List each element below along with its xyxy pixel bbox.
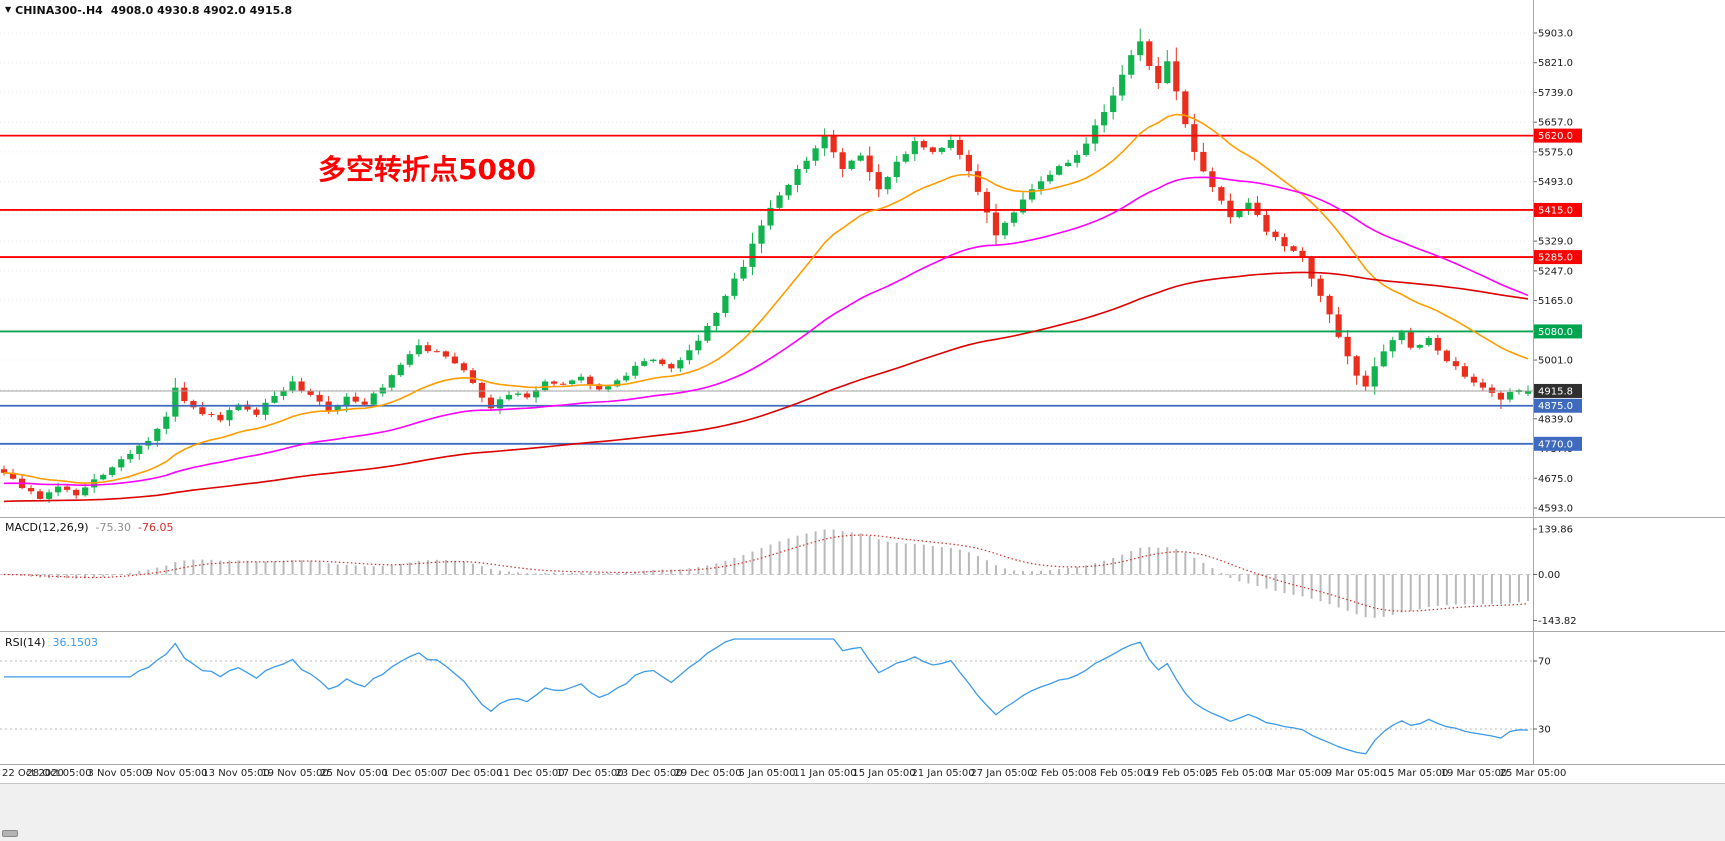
x-axis-label: 27 Jan 05:00 [970, 768, 1034, 779]
svg-text:5620.0: 5620.0 [1538, 131, 1573, 142]
x-axis-label: 8 Feb 05:00 [1090, 768, 1150, 779]
x-axis-label: 25 Feb 05:00 [1205, 768, 1271, 779]
svg-text:4875.0: 4875.0 [1538, 401, 1573, 412]
svg-text:5165.0: 5165.0 [1538, 296, 1573, 307]
x-axis-label: 25 Mar 05:00 [1499, 768, 1567, 779]
macd-value: -75.30 [95, 521, 132, 534]
annotation-text[interactable]: 多空转折点5080 [318, 153, 536, 186]
x-axis-label: 7 Dec 05:00 [441, 768, 503, 779]
ma-line-140 [3, 271, 1529, 503]
svg-text:0.00: 0.00 [1538, 570, 1560, 581]
x-axis-label: 2 Feb 05:00 [1031, 768, 1091, 779]
x-axis-label: 29 Dec 05:00 [674, 768, 742, 779]
candles-group [0, 28, 1532, 504]
x-axis-label: 23 Dec 05:00 [615, 768, 683, 779]
rsi-value: 36.1503 [52, 636, 98, 649]
rsi-indicator-label: RSI(14) 36.1503 [5, 636, 98, 649]
x-axis-label: 9 Mar 05:00 [1325, 768, 1387, 779]
bottom-bar [0, 783, 1725, 841]
svg-text:4675.0: 4675.0 [1538, 474, 1573, 485]
x-axis-label: 3 Nov 05:00 [87, 768, 149, 779]
svg-text:4770.0: 4770.0 [1538, 439, 1573, 450]
macd-indicator-label: MACD(12,26,9) -75.30 -76.05 [5, 521, 173, 534]
ohlc-readout: 4908.0 4930.8 4902.0 4915.8 [110, 4, 293, 17]
scrollbar-thumb[interactable] [2, 830, 18, 837]
x-axis-label: 19 Nov 05:00 [261, 768, 329, 779]
svg-text:4593.0: 4593.0 [1538, 504, 1573, 515]
svg-text:5903.0: 5903.0 [1538, 29, 1573, 40]
dropdown-icon: ▼ [5, 5, 12, 14]
svg-text:30: 30 [1538, 725, 1551, 736]
price-gridlines [0, 32, 1533, 509]
macd-signal-line [3, 534, 1529, 612]
time-axis[interactable]: 22 Oct 2020 28 Oct 05:00 3 Nov 05:00 9 Nov … [0, 766, 1725, 782]
ma-line-55 [3, 176, 1529, 487]
svg-text:5739.0: 5739.0 [1538, 88, 1573, 99]
x-axis-label: 22 Oct 2020 [2, 768, 64, 779]
svg-text:5415.0: 5415.0 [1538, 205, 1573, 216]
svg-text:5821.0: 5821.0 [1538, 58, 1573, 69]
x-axis-label: 25 Nov 05:00 [320, 768, 388, 779]
svg-text:5001.0: 5001.0 [1538, 356, 1573, 367]
svg-text:-143.82: -143.82 [1538, 616, 1577, 627]
x-axis-label: 3 Mar 05:00 [1266, 768, 1328, 779]
macd-signal-value: -76.05 [138, 521, 174, 534]
rsi-name: RSI(14) [5, 636, 46, 649]
svg-text:5657.0: 5657.0 [1538, 118, 1573, 129]
x-axis-label: 11 Dec 05:00 [497, 768, 565, 779]
x-axis-label: 5 Jan 05:00 [738, 768, 796, 779]
price-level-badges: 5620.0 5415.0 5285.0 5080.0 4875.0 4770.0 4915… [1534, 128, 1582, 451]
x-axis-label: 1 Dec 05:00 [382, 768, 444, 779]
svg-text:4839.0: 4839.0 [1538, 414, 1573, 425]
svg-text:5080.0: 5080.0 [1538, 327, 1573, 338]
chart-canvas[interactable]: 5903.05821.05739.05657.05575.05493.05411… [0, 0, 1725, 765]
x-axis-label: 21 Jan 05:00 [911, 768, 975, 779]
x-axis-label: 13 Nov 05:00 [202, 768, 270, 779]
svg-text:5329.0: 5329.0 [1538, 237, 1573, 248]
x-axis-label: 15 Mar 05:00 [1381, 768, 1449, 779]
moving-averages [3, 113, 1529, 503]
x-axis-label: 11 Jan 05:00 [793, 768, 857, 779]
svg-text:70: 70 [1538, 657, 1551, 668]
svg-text:4915.8: 4915.8 [1538, 386, 1573, 397]
x-axis-label: 17 Dec 05:00 [556, 768, 624, 779]
macd-name: MACD(12,26,9) [5, 521, 89, 534]
rsi-panel: 70 30 [0, 638, 1551, 755]
svg-text:5285.0: 5285.0 [1538, 253, 1573, 264]
svg-text:139.86: 139.86 [1538, 525, 1573, 536]
x-axis-label: 9 Nov 05:00 [146, 768, 208, 779]
x-axis-label: 28 Oct 05:00 [26, 768, 92, 779]
rsi-line [4, 638, 1529, 755]
x-axis-label: 19 Mar 05:00 [1440, 768, 1508, 779]
svg-text:5575.0: 5575.0 [1538, 147, 1573, 158]
x-axis-label: 15 Jan 05:00 [852, 768, 916, 779]
svg-text:5493.0: 5493.0 [1538, 177, 1573, 188]
horizontal-level-lines [0, 134, 1533, 445]
x-axis-label: 19 Feb 05:00 [1146, 768, 1212, 779]
chart-title: ▼ CHINA300-.H4 4908.0 4930.8 4902.0 4915.8 [5, 4, 292, 17]
macd-panel: 139.86 0.00 -143.82 [0, 525, 1577, 627]
symbol-timeframe: CHINA300-.H4 [15, 4, 103, 17]
ma-line-20 [3, 113, 1529, 484]
panel-separators [0, 0, 1725, 765]
svg-text:5247.0: 5247.0 [1538, 266, 1573, 277]
